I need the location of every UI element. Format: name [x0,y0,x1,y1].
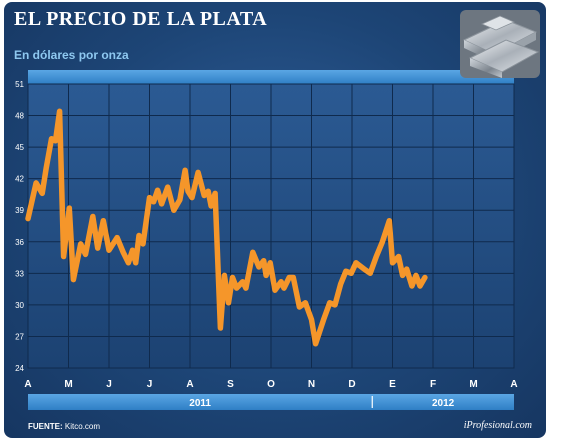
source-value: Kitco.com [64,422,101,431]
y-tick-label: 30 [15,301,24,310]
year-label: 2012 [432,398,455,409]
chart-title: EL PRECIO DE LA PLATA [14,8,268,30]
y-tick-label: 33 [15,269,24,278]
month-tick-label: N [308,379,315,390]
month-tick-label: A [186,379,193,390]
month-tick-label: A [510,379,517,390]
month-tick-label: M [469,379,477,390]
y-tick-label: 45 [15,143,24,152]
month-tick-label: J [147,379,153,390]
y-tick-label: 36 [15,238,24,247]
year-band: 2011 2012 [28,394,514,410]
y-tick-label: 27 [15,332,24,341]
year-label: 2011 [189,398,211,409]
month-tick-label: F [430,379,436,390]
month-tick-label: S [227,379,234,390]
y-axis-tick-labels: 24 27 30 33 36 39 42 45 48 51 [15,80,24,373]
y-tick-label: 39 [15,206,24,215]
year-band-background [28,394,514,410]
month-tick-label: J [106,379,112,390]
month-tick-label: O [267,379,275,390]
month-tick-label: A [24,379,31,390]
price-line [25,108,428,347]
publisher-watermark: iProfesional.com [463,420,532,431]
source-label: FUENTE: [28,422,63,431]
chart-subtitle: En dólares por onza [14,48,129,62]
top-band [28,70,514,84]
silver-bars-image [460,10,540,78]
month-tick-label: M [64,379,72,390]
month-tick-label: E [389,379,396,390]
y-tick-label: 51 [15,80,24,89]
source-note: FUENTE: Kitco.com [28,422,100,431]
y-tick-label: 48 [15,112,24,121]
month-tick-label: D [348,379,355,390]
y-tick-label: 42 [15,175,24,184]
y-tick-label: 24 [15,364,24,373]
